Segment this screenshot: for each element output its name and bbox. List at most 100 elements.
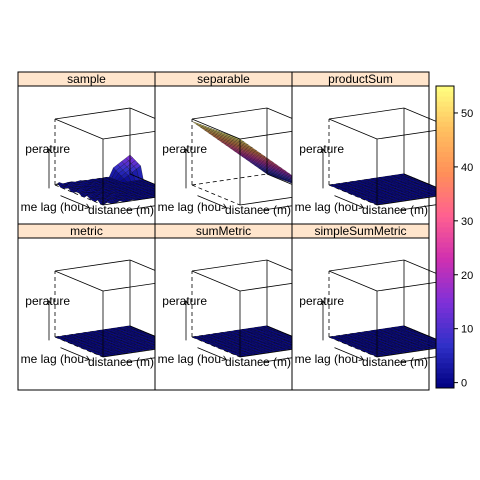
colorkey-band xyxy=(436,181,454,188)
z-axis-label: perature xyxy=(25,142,70,156)
colorkey-tick-label: 20 xyxy=(461,270,473,282)
y-axis-arrow xyxy=(197,347,227,361)
colorkey-band xyxy=(436,216,454,223)
colorkey-band xyxy=(436,131,454,137)
colorkey-band xyxy=(436,357,454,364)
z-axis-arrow-head xyxy=(320,148,326,154)
panel-title: sumMetric xyxy=(196,224,251,238)
colorkey-band xyxy=(436,342,454,349)
panel-separable: separable perature me lag (hou distance (m) xyxy=(154,71,316,239)
colorkey-band xyxy=(436,362,454,369)
colorkey-band xyxy=(436,206,454,213)
panel-simpleSumMetric: simpleSumMetric perature me lag (hou distan… xyxy=(291,223,453,391)
y-axis-label: me lag (hou xyxy=(158,200,221,214)
colorkey-band xyxy=(436,382,454,389)
cube-edge xyxy=(328,270,378,292)
colorkey: 0 10 20 30 40 50 xyxy=(435,85,473,390)
z-axis-label: perature xyxy=(162,294,207,308)
y-axis-label: me lag (hou xyxy=(21,200,84,214)
colorkey-band xyxy=(436,282,454,288)
cube-edge xyxy=(328,118,378,140)
colorkey-tick-label: 30 xyxy=(461,216,473,228)
cube-edge-hidden xyxy=(191,173,268,186)
colorkey-band xyxy=(436,196,454,203)
panel-metric: metric perature me lag (hou distance (m) xyxy=(17,223,179,391)
colorkey-band xyxy=(436,337,454,344)
z-axis-label: perature xyxy=(25,294,70,308)
y-axis-arrow-head xyxy=(84,203,90,209)
colorkey-band xyxy=(436,86,454,92)
axis-labels: perature me lag (hou distance (m) xyxy=(21,142,154,217)
colorkey-band xyxy=(436,126,454,132)
colorkey-band xyxy=(436,231,454,238)
colorkey-band xyxy=(436,221,454,228)
colorkey-band xyxy=(436,307,454,313)
colorkey-band xyxy=(436,377,454,384)
y-axis-arrow xyxy=(60,347,90,361)
x-axis-label: distance (m) xyxy=(362,355,428,369)
panel-title: sample xyxy=(67,72,106,86)
colorkey-band xyxy=(436,201,454,208)
panel-title: metric xyxy=(70,224,103,238)
panel-title: simpleSumMetric xyxy=(314,224,406,238)
y-axis-arrow xyxy=(334,347,364,361)
colorkey-tick-label: 50 xyxy=(461,108,473,120)
colorkey-band xyxy=(436,332,454,339)
y-axis-label: me lag (hou xyxy=(295,200,358,214)
cube-edge xyxy=(191,259,268,272)
y-axis-label: me lag (hou xyxy=(21,352,84,366)
cube-edge xyxy=(328,259,405,272)
colorkey-tick-label: 0 xyxy=(461,378,467,390)
colorkey-band xyxy=(436,91,454,97)
colorkey-band xyxy=(436,146,454,152)
cube-edge xyxy=(54,118,104,140)
colorkey-band xyxy=(436,327,454,334)
panel-strip xyxy=(291,71,430,87)
x-axis-label: distance (m) xyxy=(225,203,291,217)
z-axis-arrow-head xyxy=(46,300,52,306)
panel-title: productSum xyxy=(328,72,393,86)
colorkey-band xyxy=(436,96,454,102)
y-axis-label: me lag (hou xyxy=(158,352,221,366)
y-axis-arrow-head xyxy=(358,355,364,361)
colorkey-band xyxy=(436,372,454,379)
colorkey-band xyxy=(436,191,454,198)
panel-frame xyxy=(291,223,430,391)
panel-strip xyxy=(291,223,430,239)
colorkey-band xyxy=(436,101,454,107)
panel-productSum: productSum perature me lag (hou distance (m… xyxy=(291,71,453,239)
colorkey-band xyxy=(436,151,454,157)
colorkey-tick-label: 40 xyxy=(461,162,473,174)
x-axis-label: distance (m) xyxy=(362,203,428,217)
colorkey-band xyxy=(436,322,454,329)
z-axis-label: perature xyxy=(299,142,344,156)
z-axis-arrow-head xyxy=(183,148,189,154)
cube-edge xyxy=(191,118,241,140)
y-axis-arrow xyxy=(60,195,90,209)
colorkey-band xyxy=(436,262,454,268)
z-axis-arrow-head xyxy=(320,300,326,306)
z-axis-label: perature xyxy=(162,142,207,156)
surface-mesh xyxy=(328,173,453,205)
cube-edge xyxy=(328,107,405,120)
colorkey-band xyxy=(436,156,454,162)
x-axis-label: distance (m) xyxy=(88,355,154,369)
colorkey-band xyxy=(436,317,454,324)
cube-edge xyxy=(191,270,241,292)
colorkey-band xyxy=(436,352,454,359)
colorkey-band xyxy=(436,272,454,278)
y-axis-arrow-head xyxy=(221,355,227,361)
axis-labels: perature me lag (hou distance (m) xyxy=(295,142,428,217)
colorkey-band xyxy=(436,257,454,263)
axis-labels: perature me lag (hou distance (m) xyxy=(21,294,154,369)
colorkey-band xyxy=(436,252,454,258)
colorkey-band xyxy=(436,287,454,293)
panel-frame xyxy=(17,223,156,391)
colorkey-band xyxy=(436,111,454,117)
colorkey-band xyxy=(436,121,454,127)
colorkey-band xyxy=(436,226,454,233)
colorkey-band xyxy=(436,186,454,193)
panel-frame xyxy=(17,71,156,239)
